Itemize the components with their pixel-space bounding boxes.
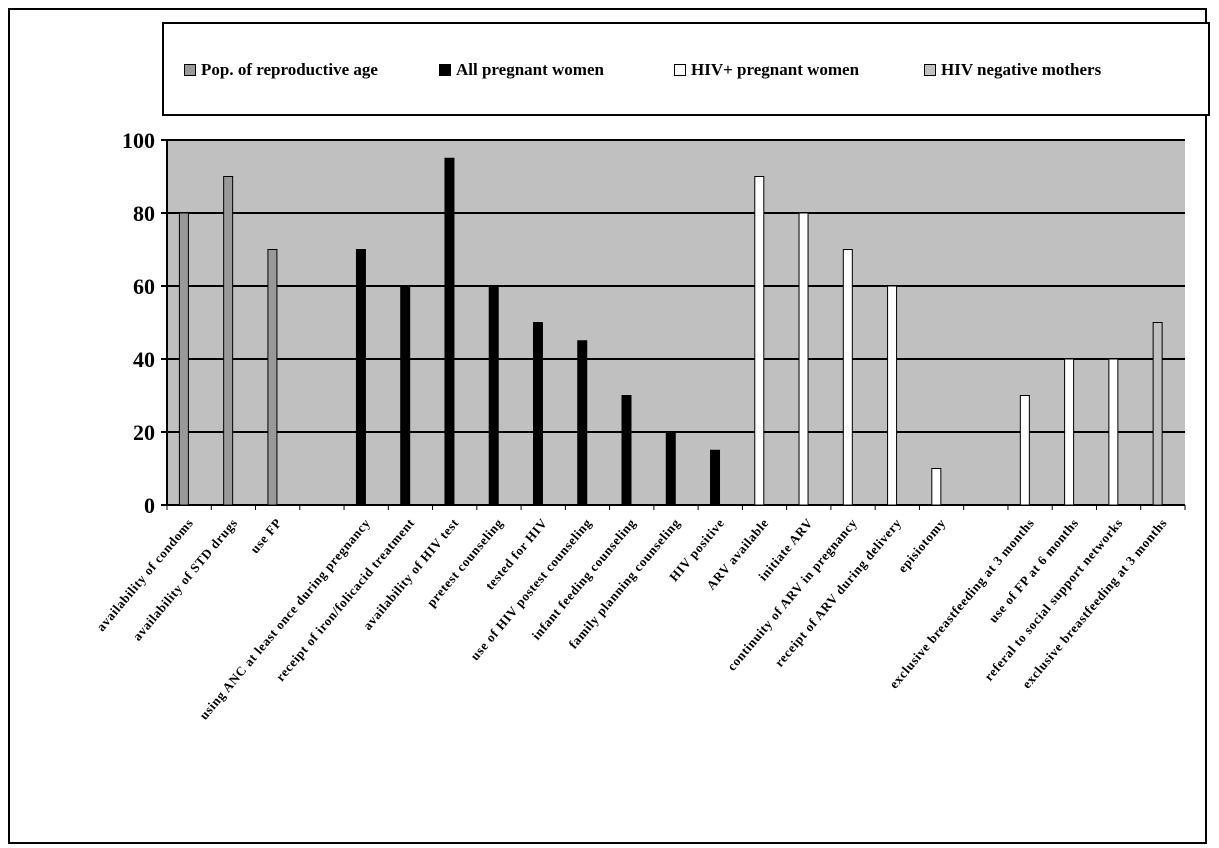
legend-item-hiv-positive-pregnant: HIV+ pregnant women (674, 58, 859, 82)
bar (1108, 358, 1119, 506)
bar (444, 157, 455, 506)
bar (665, 431, 676, 506)
bar (223, 176, 234, 506)
bar (798, 212, 809, 506)
bar (621, 395, 632, 506)
bar (532, 322, 543, 506)
legend-swatch (924, 64, 936, 76)
bar (754, 176, 765, 506)
bar (355, 249, 366, 506)
bar (931, 468, 942, 506)
legend-swatch (674, 64, 686, 76)
plot-area (167, 140, 1185, 505)
y-tick-label: 0 (144, 493, 155, 518)
bar (842, 249, 853, 506)
legend-swatch (184, 64, 196, 76)
bar (710, 449, 721, 506)
bar (488, 285, 499, 506)
legend-swatch (439, 64, 451, 76)
legend-item-hiv-negative: HIV negative mothers (924, 58, 1101, 82)
legend-label: HIV negative mothers (941, 60, 1102, 79)
x-category-label: pretest counseling (423, 515, 506, 609)
legend-label: All pregnant women (456, 60, 604, 79)
legend-item-all-pregnant: All pregnant women (439, 58, 604, 82)
x-category-label: use FP (247, 515, 285, 556)
legend: Pop. of reproductive age All pregnant wo… (162, 22, 1210, 116)
y-tick-label: 60 (133, 274, 155, 299)
bar (178, 212, 189, 506)
y-tick-label: 40 (133, 347, 155, 372)
bar (1152, 322, 1163, 506)
bar (1064, 358, 1075, 506)
y-tick-label: 100 (122, 128, 155, 153)
bar (577, 340, 588, 506)
legend-item-reproductive-age: Pop. of reproductive age (184, 58, 378, 82)
bar (400, 285, 411, 506)
y-tick-label: 20 (133, 420, 155, 445)
legend-label: Pop. of reproductive age (201, 60, 378, 79)
x-category-label: using ANC at least once during pregnancy (196, 515, 373, 722)
legend-label: HIV+ pregnant women (691, 60, 860, 79)
bar (267, 249, 278, 506)
bar (887, 285, 898, 506)
y-tick-label: 80 (133, 201, 155, 226)
bar (1019, 395, 1030, 506)
